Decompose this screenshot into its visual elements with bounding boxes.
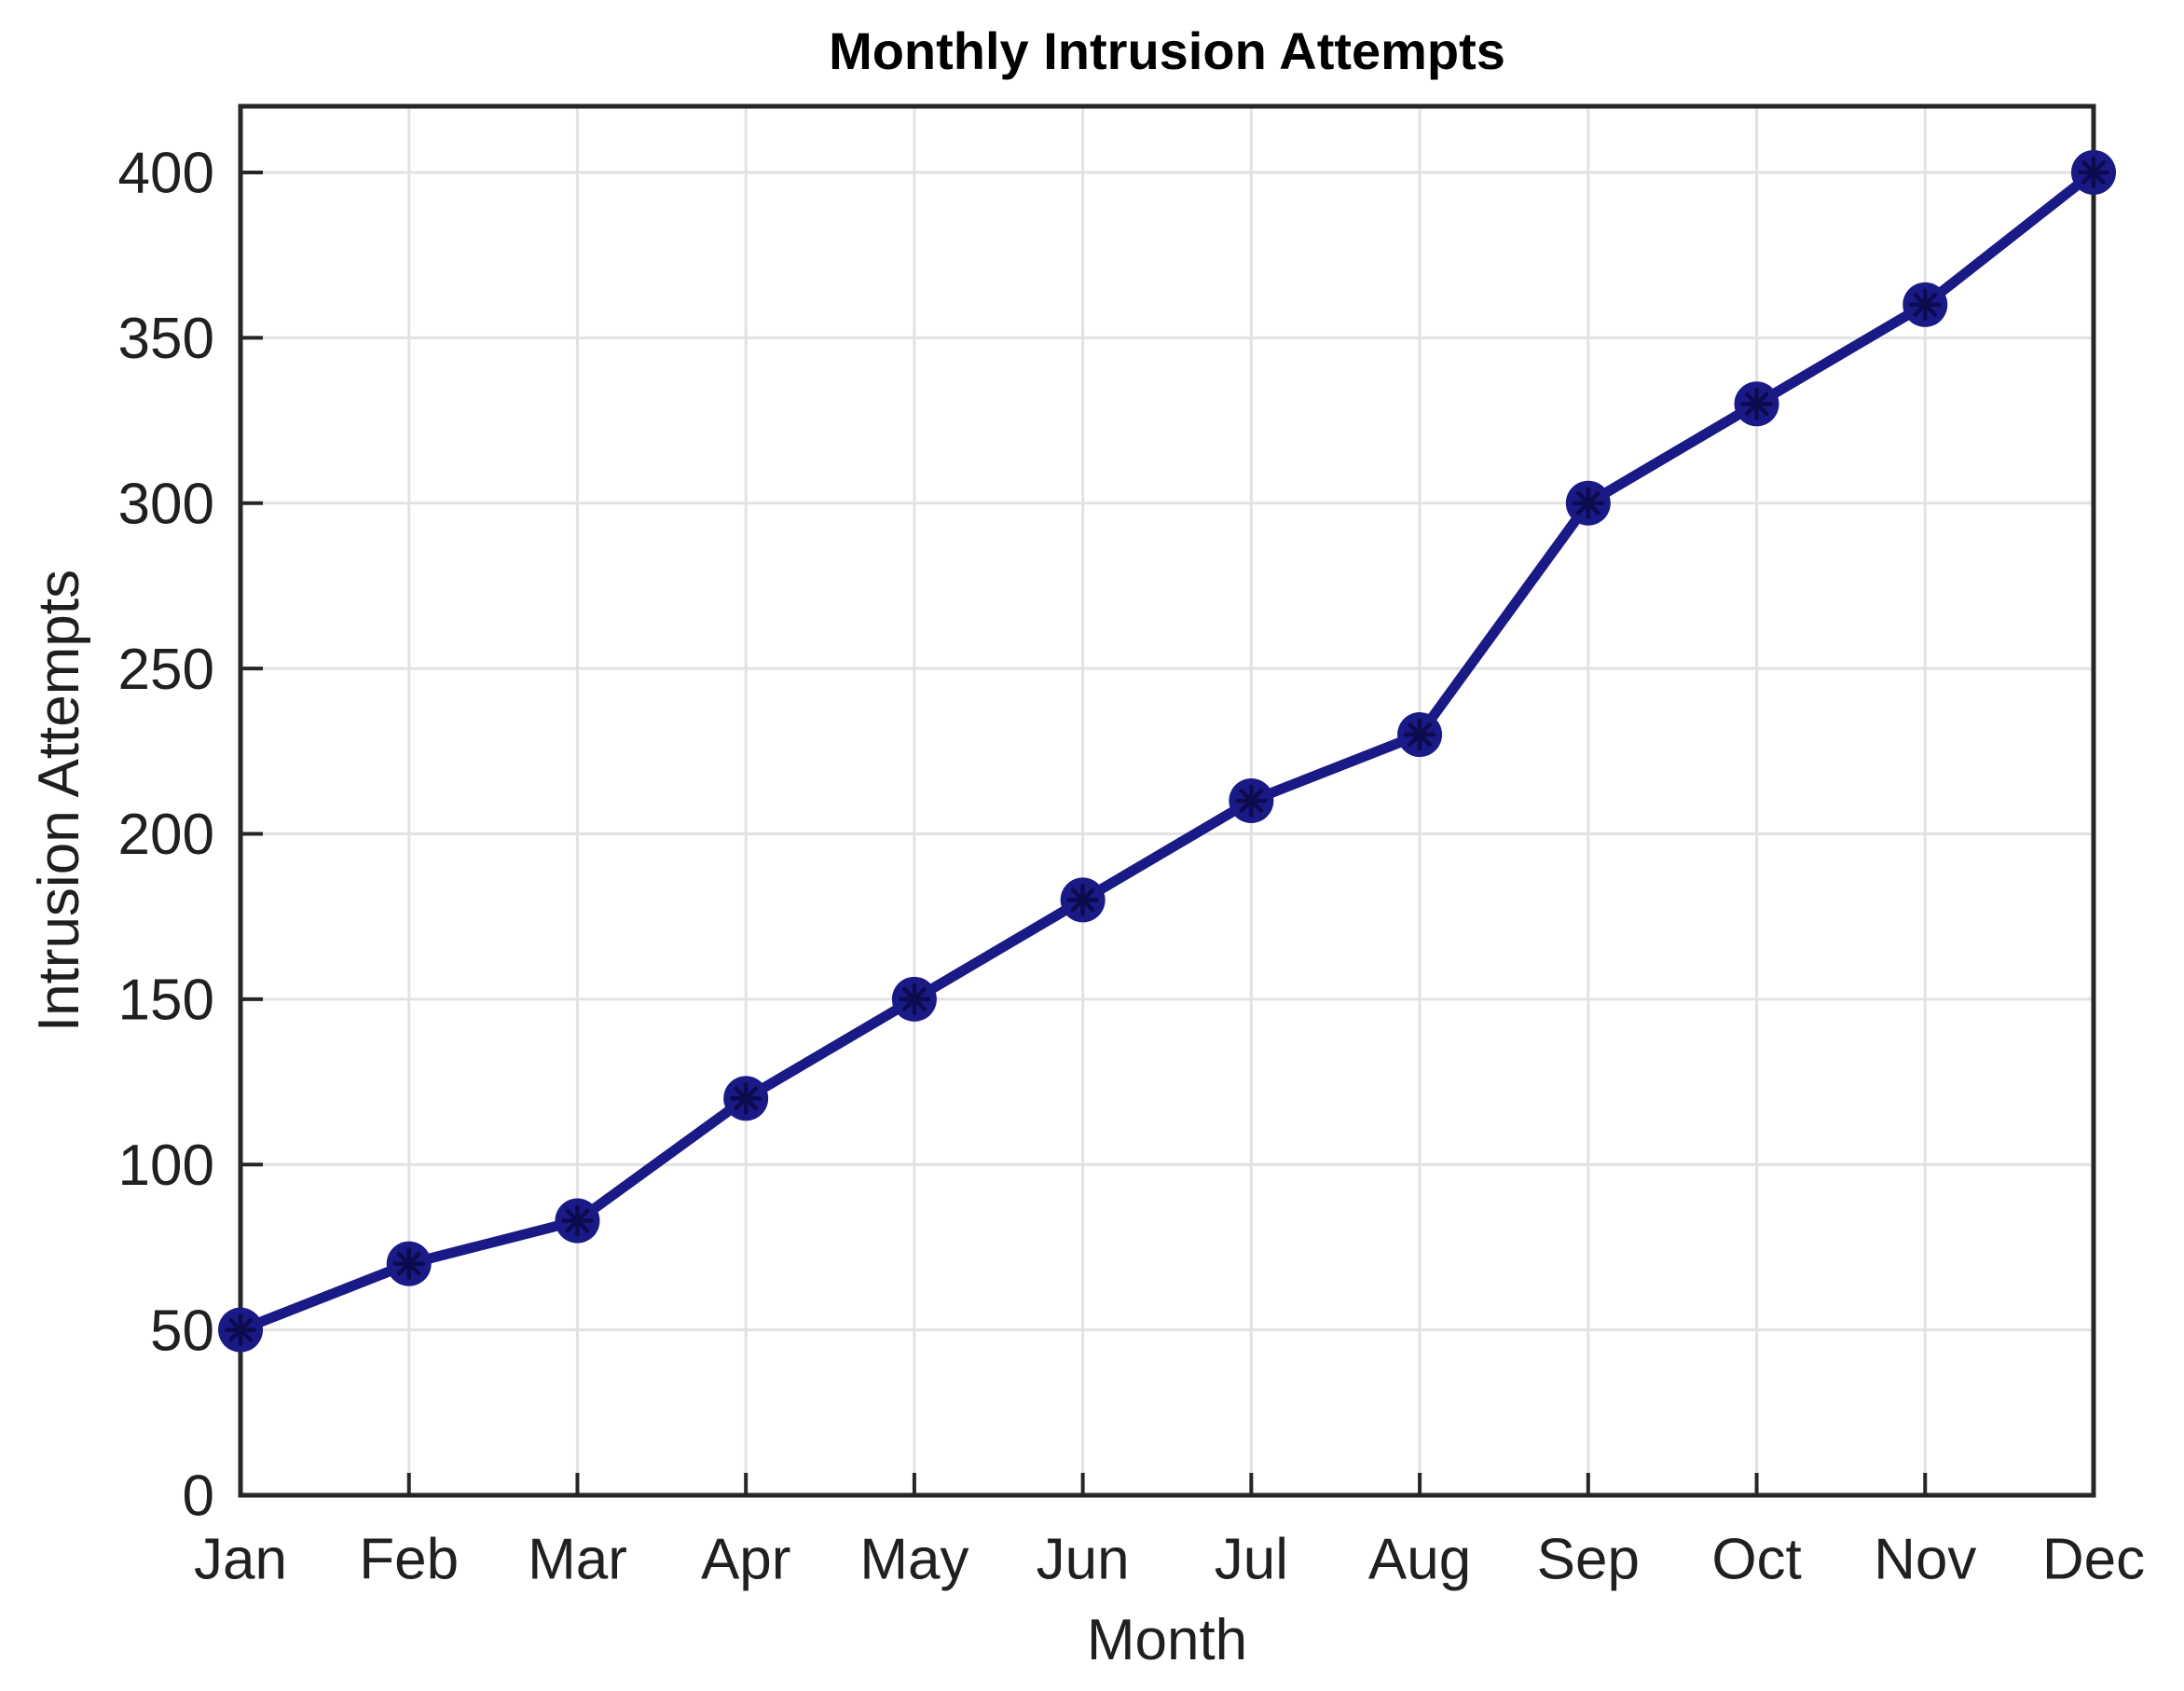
y-tick-label: 50 <box>150 1299 214 1363</box>
marker-asterisk-icon <box>902 987 927 1011</box>
marker-asterisk-icon <box>1408 722 1432 747</box>
y-tick-label: 150 <box>118 969 214 1033</box>
y-tick-label: 350 <box>118 307 214 371</box>
x-tick-label: Jul <box>1215 1528 1288 1592</box>
x-tick-label: May <box>859 1528 968 1592</box>
marker-asterisk-icon <box>1913 293 1938 317</box>
marker-asterisk-icon <box>1239 789 1264 813</box>
y-tick-label: 400 <box>118 142 214 206</box>
marker-asterisk-icon <box>396 1251 421 1276</box>
x-tick-label: Dec <box>2042 1528 2145 1592</box>
x-tick-label: Sep <box>1537 1528 1640 1592</box>
x-tick-label: Feb <box>359 1528 459 1592</box>
x-tick-label: Mar <box>528 1528 627 1592</box>
series-line <box>235 167 2099 1336</box>
y-tick-label: 250 <box>118 638 214 702</box>
y-tick-label: 0 <box>183 1464 214 1529</box>
chart-title: Monthly Intrusion Attempts <box>829 21 1505 80</box>
x-tick-label: Jun <box>1037 1528 1130 1592</box>
marker-asterisk-icon <box>1070 887 1095 913</box>
y-tick-label: 100 <box>118 1134 214 1198</box>
marker-asterisk-icon <box>565 1208 590 1233</box>
marker-asterisk-icon <box>1575 490 1600 516</box>
x-tick-label: Apr <box>701 1528 790 1592</box>
marker-asterisk-icon <box>734 1086 759 1111</box>
x-tick-label: Oct <box>1711 1528 1801 1592</box>
marker-asterisk-icon <box>228 1317 253 1342</box>
marker-asterisk-icon <box>1744 392 1769 417</box>
x-tick-label: Nov <box>1874 1528 1976 1592</box>
axis-box <box>238 103 2096 1498</box>
y-axis-label: Intrusion Attempts <box>27 569 91 1033</box>
y-tick-label: 200 <box>118 803 214 867</box>
x-axis-label: Month <box>1086 1608 1248 1672</box>
x-tick-label: Aug <box>1368 1528 1471 1592</box>
y-tick-label: 300 <box>118 472 214 536</box>
x-tick-label: Jan <box>194 1528 287 1592</box>
marker-asterisk-icon <box>2081 160 2106 185</box>
